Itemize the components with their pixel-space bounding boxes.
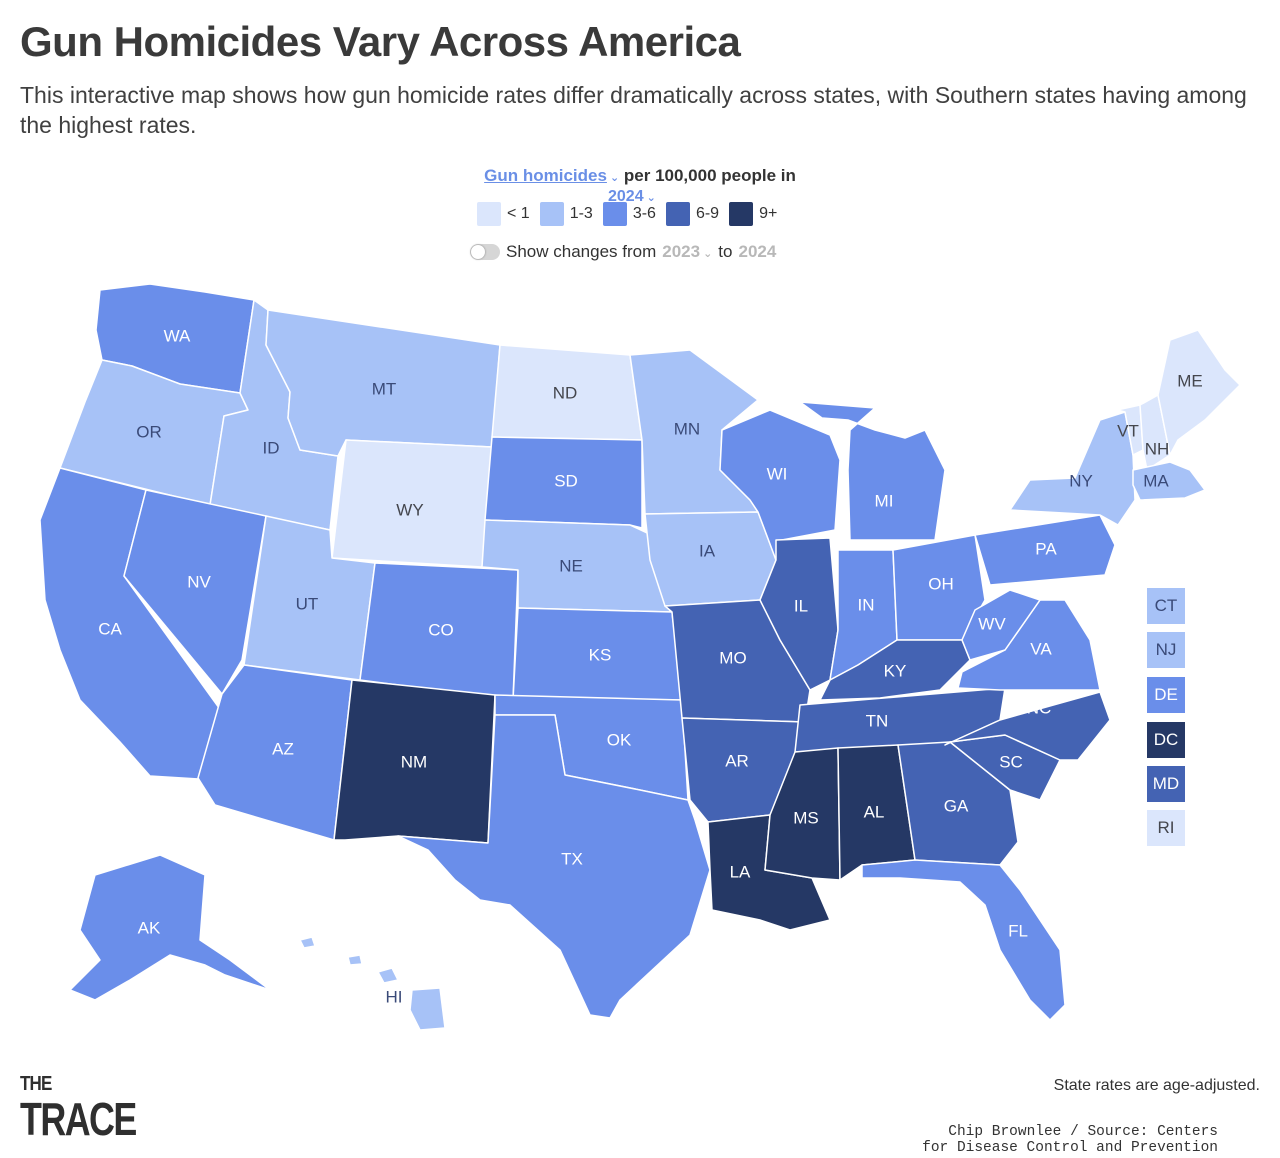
legend-swatch <box>665 202 690 226</box>
state-ia[interactable] <box>644 511 777 607</box>
state-co[interactable] <box>359 562 519 701</box>
state-mt[interactable] <box>265 309 501 457</box>
state-vt[interactable] <box>1116 404 1144 456</box>
legend-swatch <box>729 202 754 226</box>
small-state-dc[interactable]: DC <box>1147 722 1185 758</box>
us-map: WAORCAIDNVMTWYUTAZCONMNDSDNEKSOKTXMNIAMO… <box>39 283 1241 1031</box>
state-nc[interactable] <box>944 691 1111 761</box>
legend-item: 9+ <box>729 202 777 226</box>
credit-line-1: Chip Brownlee / Source: Centers <box>948 1124 1218 1140</box>
logo-trace: TRACE <box>20 1093 137 1145</box>
chevron-down-icon: ⌄ <box>646 192 656 204</box>
legend-item: 3-6 <box>602 202 656 226</box>
legend-label: 6-9 <box>695 205 720 222</box>
state-il[interactable] <box>759 537 839 691</box>
state-mi[interactable] <box>799 401 946 541</box>
legend: < 1 1-3 3-6 6-9 9+ <box>477 202 777 226</box>
state-fl[interactable] <box>861 859 1066 1021</box>
state-ny[interactable] <box>1009 411 1136 526</box>
legend-item: 6-9 <box>665 202 720 226</box>
year-label: 2024 <box>608 188 644 205</box>
source-credit: Chip Brownlee / Source: Centers for Dise… <box>818 1124 1218 1156</box>
state-wy[interactable] <box>331 439 493 568</box>
legend-item: < 1 <box>477 202 530 226</box>
legend-swatch <box>602 202 627 226</box>
metric-label: Gun homicides <box>484 166 607 185</box>
state-pa[interactable] <box>974 514 1116 586</box>
page-subtitle: This interactive map shows how gun homic… <box>20 82 1247 138</box>
metric-dropdown[interactable]: Gun homicides ⌄ <box>484 166 619 185</box>
state-me[interactable] <box>1157 329 1241 456</box>
compare-to-label[interactable]: 2024 <box>738 242 777 261</box>
state-label-hi: HI <box>386 987 403 1006</box>
age-adjusted-note: State rates are age-adjusted. <box>1053 1077 1260 1094</box>
legend-swatch <box>477 202 501 226</box>
credit-line-2: for Disease Control and Prevention <box>922 1140 1218 1156</box>
state-hi[interactable] <box>299 936 446 1031</box>
legend-item: 1-3 <box>539 202 593 226</box>
state-nv[interactable] <box>123 489 267 695</box>
chevron-down-icon: ⌄ <box>609 172 620 184</box>
toggle-label: Show changes from <box>506 242 657 261</box>
small-state-de[interactable]: DE <box>1147 677 1185 713</box>
small-state-ct[interactable]: CT <box>1147 588 1185 624</box>
state-nd[interactable] <box>491 344 643 441</box>
metric-line: Gun homicides ⌄ per 100,000 people in <box>0 166 1280 186</box>
small-state-nj[interactable]: NJ <box>1147 632 1185 668</box>
toggle-knob <box>471 245 485 259</box>
compare-from-dropdown[interactable]: 2023 ⌄ <box>662 242 712 262</box>
state-wv[interactable] <box>961 589 1041 661</box>
small-state-md[interactable]: MD <box>1147 766 1185 802</box>
state-ks[interactable] <box>512 607 683 701</box>
state-ma[interactable] <box>1132 461 1206 501</box>
compare-to-word: to <box>718 242 733 261</box>
change-toggle[interactable] <box>470 244 500 260</box>
logo-the: THE <box>20 1073 52 1095</box>
state-sd[interactable] <box>484 436 643 529</box>
trace-logo: THE TRACE <box>20 1074 168 1142</box>
legend-label: 9+ <box>759 205 778 222</box>
change-toggle-row: Show changes from 2023 ⌄ to 2024 <box>470 242 776 262</box>
legend-label: 1-3 <box>569 205 593 222</box>
legend-label: < 1 <box>507 205 530 222</box>
year-dropdown[interactable]: 2024 ⌄ <box>608 188 656 206</box>
state-tx[interactable] <box>397 714 711 1019</box>
state-ak[interactable] <box>69 854 271 1001</box>
chevron-down-icon: ⌄ <box>703 248 713 260</box>
state-nm[interactable] <box>333 679 496 844</box>
metric-suffix: per 100,000 people in <box>623 166 796 185</box>
compare-from-label: 2023 <box>662 242 701 261</box>
state-nh[interactable] <box>1139 394 1171 471</box>
small-state-ri[interactable]: RI <box>1147 810 1185 846</box>
legend-swatch <box>539 202 564 226</box>
page-title: Gun Homicides Vary Across America <box>20 18 741 65</box>
legend-label: 3-6 <box>632 205 656 222</box>
